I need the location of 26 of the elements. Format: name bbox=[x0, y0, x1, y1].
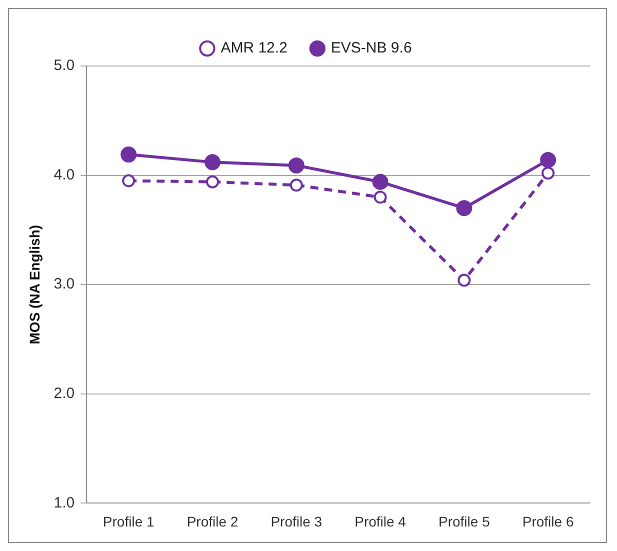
legend-label: AMR 12.2 bbox=[220, 40, 288, 57]
x-tick-label: Profile 4 bbox=[354, 513, 406, 530]
point bbox=[372, 174, 388, 190]
y-axis-title: MOS (NA English) bbox=[26, 224, 42, 344]
legend-label: EVS-NB 9.6 bbox=[330, 40, 412, 57]
x-tick-label: Profile 1 bbox=[102, 513, 154, 530]
point bbox=[206, 175, 219, 188]
y-tick-label: 2.0 bbox=[54, 385, 75, 402]
point bbox=[120, 146, 137, 163]
x-tick-label: Profile 5 bbox=[438, 513, 490, 530]
x-tick-label: Profile 6 bbox=[522, 513, 574, 530]
point bbox=[458, 274, 471, 287]
point bbox=[374, 190, 387, 204]
point bbox=[122, 174, 136, 188]
point bbox=[288, 157, 304, 174]
point bbox=[540, 152, 556, 168]
x-tick-label: Profile 3 bbox=[270, 513, 322, 530]
y-tick-label: 5.0 bbox=[54, 57, 75, 74]
point bbox=[290, 178, 303, 192]
y-tick-label: 4.0 bbox=[54, 166, 75, 184]
point bbox=[542, 166, 555, 180]
y-tick-label: 3.0 bbox=[54, 276, 75, 293]
y-tick-label: 1.0 bbox=[54, 494, 75, 512]
x-tick-label: Profile 2 bbox=[186, 513, 238, 530]
point bbox=[204, 154, 220, 170]
point bbox=[456, 200, 472, 216]
